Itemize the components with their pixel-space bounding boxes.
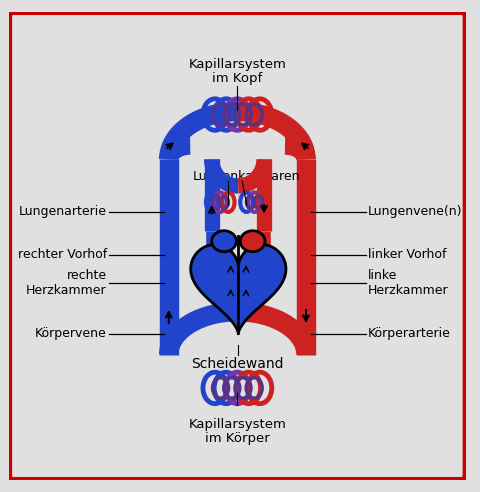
Polygon shape [191,245,286,334]
Text: Lungenkapillaren: Lungenkapillaren [193,170,300,183]
Text: im Kopf: im Kopf [212,72,263,85]
Text: Kapillarsystem: Kapillarsystem [189,58,286,70]
Ellipse shape [240,231,265,252]
Text: im Körper: im Körper [205,432,270,445]
Text: linke
Herzkammer: linke Herzkammer [368,269,448,297]
Text: Körperarterie: Körperarterie [368,327,451,340]
Text: rechter Vorhof: rechter Vorhof [18,248,107,261]
Text: Lungenvene(n): Lungenvene(n) [368,205,462,218]
Text: Scheidewand: Scheidewand [191,357,284,371]
Text: linker Vorhof: linker Vorhof [368,248,446,261]
Ellipse shape [212,231,237,252]
Text: rechte
Herzkammer: rechte Herzkammer [26,269,107,297]
Text: Lungenarterie: Lungenarterie [19,205,107,218]
Text: Körpervene: Körpervene [35,327,107,340]
Text: Kapillarsystem: Kapillarsystem [189,418,286,430]
